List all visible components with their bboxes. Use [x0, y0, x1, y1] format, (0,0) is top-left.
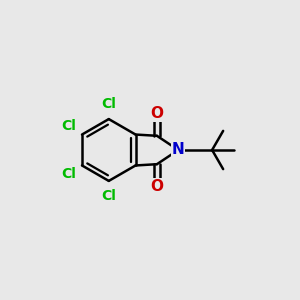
- Text: Cl: Cl: [101, 97, 116, 111]
- Text: N: N: [172, 142, 184, 158]
- Text: Cl: Cl: [101, 189, 116, 203]
- Text: O: O: [150, 106, 164, 121]
- Text: Cl: Cl: [61, 167, 76, 181]
- Text: Cl: Cl: [61, 119, 76, 133]
- Text: O: O: [150, 179, 164, 194]
